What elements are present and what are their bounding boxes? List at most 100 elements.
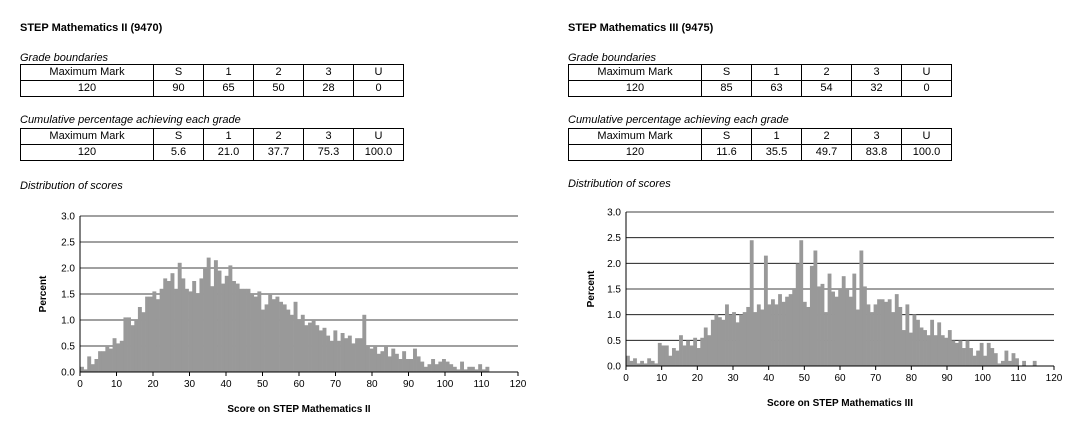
bar	[916, 319, 920, 366]
bar	[141, 312, 146, 372]
bar	[774, 304, 779, 366]
bar	[926, 335, 931, 366]
table-cell: Maximum Mark	[568, 128, 702, 145]
x-tick-label: 0	[623, 373, 629, 384]
grade-boundaries-caption: Grade boundaries	[20, 52, 109, 64]
score-distribution-chart: 0.0 0.5 1.0 1.5 2.0 2.5 3.0 0 10 20 30 40 50 60 70 80 90…	[586, 208, 1063, 410]
bar	[452, 366, 457, 372]
panel-step-iii: STEP Mathematics III (9475) Grade bounda…	[548, 0, 1068, 433]
table-cell: U	[901, 128, 952, 145]
bar	[355, 338, 360, 372]
table-cell: 120	[568, 144, 702, 161]
bar	[304, 325, 309, 372]
bar	[362, 314, 367, 372]
bar	[232, 281, 236, 372]
bar	[402, 351, 407, 372]
bar	[268, 294, 273, 372]
bar	[756, 304, 761, 366]
bar	[387, 356, 392, 372]
bar	[228, 265, 233, 372]
bar	[177, 262, 182, 372]
bar	[827, 273, 832, 366]
y-tick-label: 3.0	[607, 208, 621, 219]
table-cell: 83.8	[851, 144, 902, 161]
bar	[152, 291, 157, 372]
table-cell: 90	[153, 80, 204, 97]
table-cell: 3	[303, 128, 354, 145]
x-tick-label: 40	[763, 373, 775, 384]
bar	[962, 348, 966, 366]
table-header-row: Maximum Mark S 1 2 3 U	[568, 128, 952, 145]
x-tick-label: 10	[656, 373, 668, 384]
y-axis-label: Percent	[586, 270, 597, 307]
bar	[474, 369, 479, 372]
bar	[163, 278, 168, 372]
bar	[944, 337, 949, 366]
bar	[420, 361, 425, 372]
x-axis-label: Score on STEP Mathematics III	[767, 398, 913, 409]
bar	[771, 299, 775, 366]
bar	[239, 288, 244, 372]
bar	[467, 366, 472, 372]
bar	[855, 309, 860, 366]
bar	[940, 335, 945, 366]
distribution-caption: Distribution of scores	[568, 178, 671, 190]
bar	[852, 273, 857, 366]
bar	[123, 317, 128, 372]
bar	[746, 306, 751, 366]
bar	[373, 346, 378, 372]
table-header-row: Maximum Mark S 1 2 3 U	[20, 128, 404, 145]
x-tick-label: 20	[692, 373, 704, 384]
x-tick-label: 80	[906, 373, 918, 384]
bar	[398, 359, 403, 372]
table-cell: 49.7	[801, 144, 852, 161]
bar	[137, 307, 142, 372]
x-tick-label: 100	[974, 373, 991, 384]
bar	[481, 369, 486, 372]
bar	[405, 359, 410, 372]
bar	[650, 360, 655, 366]
bar	[873, 304, 878, 366]
bar	[997, 363, 1002, 366]
table-cell: 11.6	[701, 144, 752, 161]
bar	[824, 312, 828, 366]
table-cell: 37.7	[253, 144, 304, 161]
bar	[445, 361, 450, 372]
bar	[365, 346, 370, 372]
cumulative-caption: Cumulative percentage achieving each gra…	[568, 114, 789, 126]
bar	[640, 360, 644, 366]
bar	[221, 283, 226, 372]
bar	[848, 296, 853, 366]
bar	[820, 283, 825, 366]
bar	[275, 296, 280, 372]
bar	[696, 348, 701, 366]
bar	[792, 289, 797, 366]
bar	[308, 322, 312, 372]
table-cell: S	[153, 64, 204, 81]
bar	[661, 345, 666, 366]
bar	[470, 366, 475, 372]
table-cell: 0	[901, 80, 952, 97]
table-cell: 3	[851, 64, 902, 81]
bar	[116, 343, 121, 372]
bar	[763, 255, 768, 366]
bar	[795, 263, 800, 366]
bar	[431, 359, 436, 372]
table-cell: 50	[253, 80, 304, 97]
bar	[286, 309, 291, 372]
bar	[880, 299, 885, 366]
table-cell: 1	[203, 128, 254, 145]
bar	[326, 335, 331, 372]
table-cell: 120	[20, 144, 154, 161]
y-tick-label: 3.0	[61, 212, 75, 223]
bar	[877, 299, 881, 366]
bar	[668, 355, 673, 366]
bar	[986, 342, 991, 366]
table-row: 120 5.6 21.0 37.7 75.3 100.0	[20, 144, 404, 161]
bar	[866, 304, 871, 366]
distribution-caption: Distribution of scores	[20, 180, 123, 192]
bar	[654, 363, 659, 366]
bar	[682, 345, 687, 366]
bar	[369, 348, 374, 372]
cumulative-caption: Cumulative percentage achieving each gra…	[20, 114, 241, 126]
